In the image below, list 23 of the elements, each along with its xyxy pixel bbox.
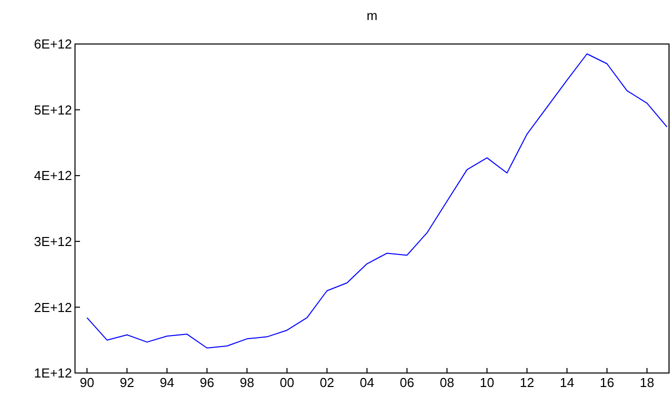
y-tick-label: 6E+12: [34, 36, 72, 52]
chart-title: m: [366, 8, 378, 23]
x-tick-label: 90: [80, 375, 94, 390]
x-tick-label: 18: [640, 375, 654, 390]
x-tick-label: 10: [480, 375, 494, 390]
x-tick-label: 06: [400, 375, 414, 390]
y-tick-label: 1E+12: [34, 366, 72, 381]
y-tick-label: 5E+12: [34, 102, 72, 118]
x-tick-label: 98: [240, 375, 254, 390]
x-tick-label: 16: [600, 375, 614, 390]
x-tick-label: 08: [440, 375, 454, 390]
x-tick-label: 04: [360, 375, 374, 390]
x-tick-label: 00: [280, 375, 294, 390]
x-tick-label: 02: [320, 375, 334, 390]
x-tick-label: 14: [560, 375, 574, 390]
x-tick-label: 96: [200, 375, 214, 390]
x-tick-label: 12: [520, 375, 534, 390]
y-tick-label: 3E+12: [34, 234, 72, 249]
y-tick-label: 4E+12: [34, 168, 72, 184]
y-tick-label: 2E+12: [34, 300, 72, 315]
x-tick-label: 94: [160, 375, 174, 390]
x-tick-label: 92: [120, 375, 134, 390]
line-series: [86, 53, 668, 348]
